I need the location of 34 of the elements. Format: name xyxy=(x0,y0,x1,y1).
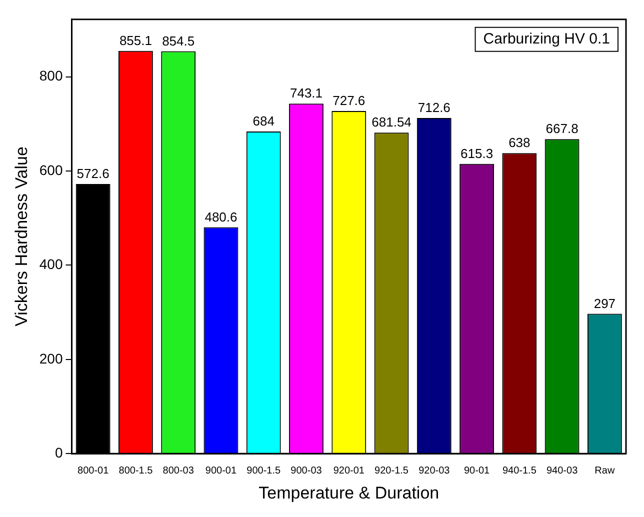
x-tick-label: 900-01 xyxy=(205,465,237,476)
x-tick-label: 900-1.5 xyxy=(246,465,282,476)
x-tick-label: 920-03 xyxy=(418,465,450,476)
data-label: 712.6 xyxy=(418,100,450,116)
data-label: 684 xyxy=(252,114,274,129)
y-tick-label: 600 xyxy=(39,162,63,178)
data-label: 297 xyxy=(594,296,616,311)
x-tick-label: Raw xyxy=(594,465,616,476)
y-tick-label: 200 xyxy=(39,350,63,366)
x-tick-label: 940-1.5 xyxy=(502,465,537,476)
x-tick-label: 90-01 xyxy=(464,465,490,476)
data-label: 854.5 xyxy=(162,33,195,48)
data-label: 855.1 xyxy=(119,32,152,48)
x-tick-label: 900-03 xyxy=(290,465,322,476)
data-label: 480.6 xyxy=(204,209,238,224)
x-tick-label: 920-1.5 xyxy=(374,465,409,476)
data-label: 727.6 xyxy=(332,93,366,108)
annotation: Carburizing HV 0.1 xyxy=(483,30,610,48)
x-tick-label: 800-1.5 xyxy=(118,465,154,476)
data-label: 638 xyxy=(508,135,530,150)
x-tick-label: 800-01 xyxy=(78,465,110,476)
data-label: 572.6 xyxy=(76,166,110,182)
x-axis-title: Temperature & Duration xyxy=(258,483,440,502)
x-tick-label: 920-01 xyxy=(333,465,365,476)
data-label: 743.1 xyxy=(290,86,323,101)
data-label: 681.54 xyxy=(372,114,412,130)
data-label: 615.3 xyxy=(460,146,494,161)
y-axis-title: Vickers Hardness Value xyxy=(12,146,31,326)
x-tick-label: 800-03 xyxy=(162,465,194,476)
y-tick-label: 800 xyxy=(39,68,63,84)
data-label: 667.8 xyxy=(546,121,578,136)
x-tick-label: 940-03 xyxy=(546,465,578,476)
y-tick-label: 400 xyxy=(39,256,63,272)
y-tick-label: 0 xyxy=(54,444,63,460)
